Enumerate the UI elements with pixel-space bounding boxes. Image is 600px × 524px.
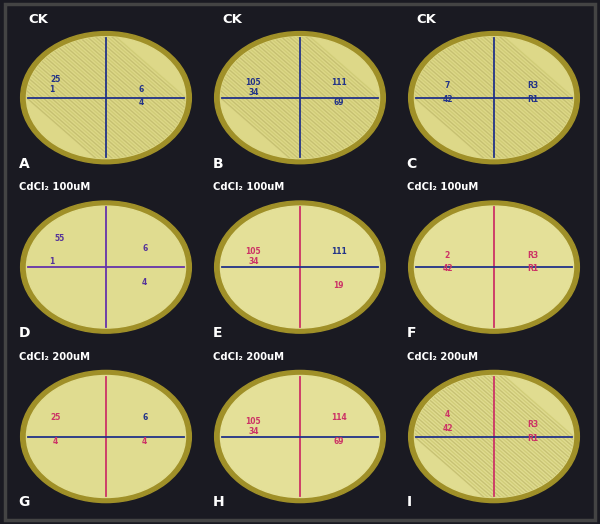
Text: 111: 111 xyxy=(331,78,347,87)
Text: 4: 4 xyxy=(53,437,58,446)
Ellipse shape xyxy=(409,31,580,163)
Text: 34: 34 xyxy=(248,427,259,436)
Text: 69: 69 xyxy=(334,437,344,446)
Text: CdCl₂ 200uM: CdCl₂ 200uM xyxy=(19,352,90,362)
Text: R3: R3 xyxy=(527,81,538,90)
Text: CdCl₂ 200uM: CdCl₂ 200uM xyxy=(212,352,284,362)
Text: CdCl₂ 200uM: CdCl₂ 200uM xyxy=(407,352,478,362)
Text: B: B xyxy=(212,157,223,170)
Text: 42: 42 xyxy=(442,423,452,432)
Ellipse shape xyxy=(415,376,574,497)
Ellipse shape xyxy=(409,201,580,333)
Text: 34: 34 xyxy=(248,257,259,267)
Text: 1: 1 xyxy=(49,85,55,94)
Text: A: A xyxy=(19,157,29,170)
Ellipse shape xyxy=(20,201,191,333)
Text: CdCl₂ 100uM: CdCl₂ 100uM xyxy=(212,182,284,192)
Text: 19: 19 xyxy=(334,281,344,290)
Text: R3: R3 xyxy=(527,250,538,260)
Text: 34: 34 xyxy=(248,88,259,97)
Text: F: F xyxy=(407,326,416,340)
Text: 42: 42 xyxy=(442,264,452,274)
Ellipse shape xyxy=(20,31,191,163)
Ellipse shape xyxy=(220,376,380,497)
Text: 105: 105 xyxy=(245,247,261,256)
Text: CK: CK xyxy=(28,13,48,26)
Ellipse shape xyxy=(20,370,191,503)
Ellipse shape xyxy=(215,31,385,163)
Text: 4: 4 xyxy=(142,278,148,287)
Text: 7: 7 xyxy=(445,81,450,90)
Ellipse shape xyxy=(409,370,580,503)
Text: CK: CK xyxy=(223,13,242,26)
Ellipse shape xyxy=(415,206,574,328)
Text: D: D xyxy=(19,326,30,340)
Text: CdCl₂ 100uM: CdCl₂ 100uM xyxy=(407,182,478,192)
Text: 1: 1 xyxy=(49,257,55,267)
Ellipse shape xyxy=(215,370,385,503)
Text: R1: R1 xyxy=(527,95,538,104)
Text: 4: 4 xyxy=(138,98,143,107)
Text: CK: CK xyxy=(416,13,436,26)
Text: 42: 42 xyxy=(442,95,452,104)
Text: 69: 69 xyxy=(334,98,344,107)
Ellipse shape xyxy=(415,37,574,159)
Text: 105: 105 xyxy=(245,417,261,426)
Text: 6: 6 xyxy=(142,413,148,422)
Ellipse shape xyxy=(215,201,385,333)
Text: 6: 6 xyxy=(142,244,148,253)
Text: R1: R1 xyxy=(527,264,538,274)
Text: R3: R3 xyxy=(527,420,538,429)
Text: 25: 25 xyxy=(50,413,61,422)
Text: G: G xyxy=(19,495,30,509)
Ellipse shape xyxy=(26,376,185,497)
Text: C: C xyxy=(407,157,417,170)
Text: 4: 4 xyxy=(142,437,148,446)
Text: E: E xyxy=(212,326,222,340)
Text: 6: 6 xyxy=(138,85,143,94)
Text: 105: 105 xyxy=(245,78,261,87)
Text: 2: 2 xyxy=(445,250,450,260)
Ellipse shape xyxy=(26,37,185,159)
Text: R1: R1 xyxy=(527,434,538,443)
Text: 4: 4 xyxy=(445,410,450,419)
Text: 114: 114 xyxy=(331,413,347,422)
Text: CdCl₂ 100uM: CdCl₂ 100uM xyxy=(19,182,90,192)
Text: 55: 55 xyxy=(55,234,65,243)
Text: 25: 25 xyxy=(50,74,61,83)
Ellipse shape xyxy=(220,37,380,159)
Ellipse shape xyxy=(26,206,185,328)
Ellipse shape xyxy=(220,206,380,328)
Text: H: H xyxy=(212,495,224,509)
Text: I: I xyxy=(407,495,412,509)
Text: 111: 111 xyxy=(331,247,347,256)
